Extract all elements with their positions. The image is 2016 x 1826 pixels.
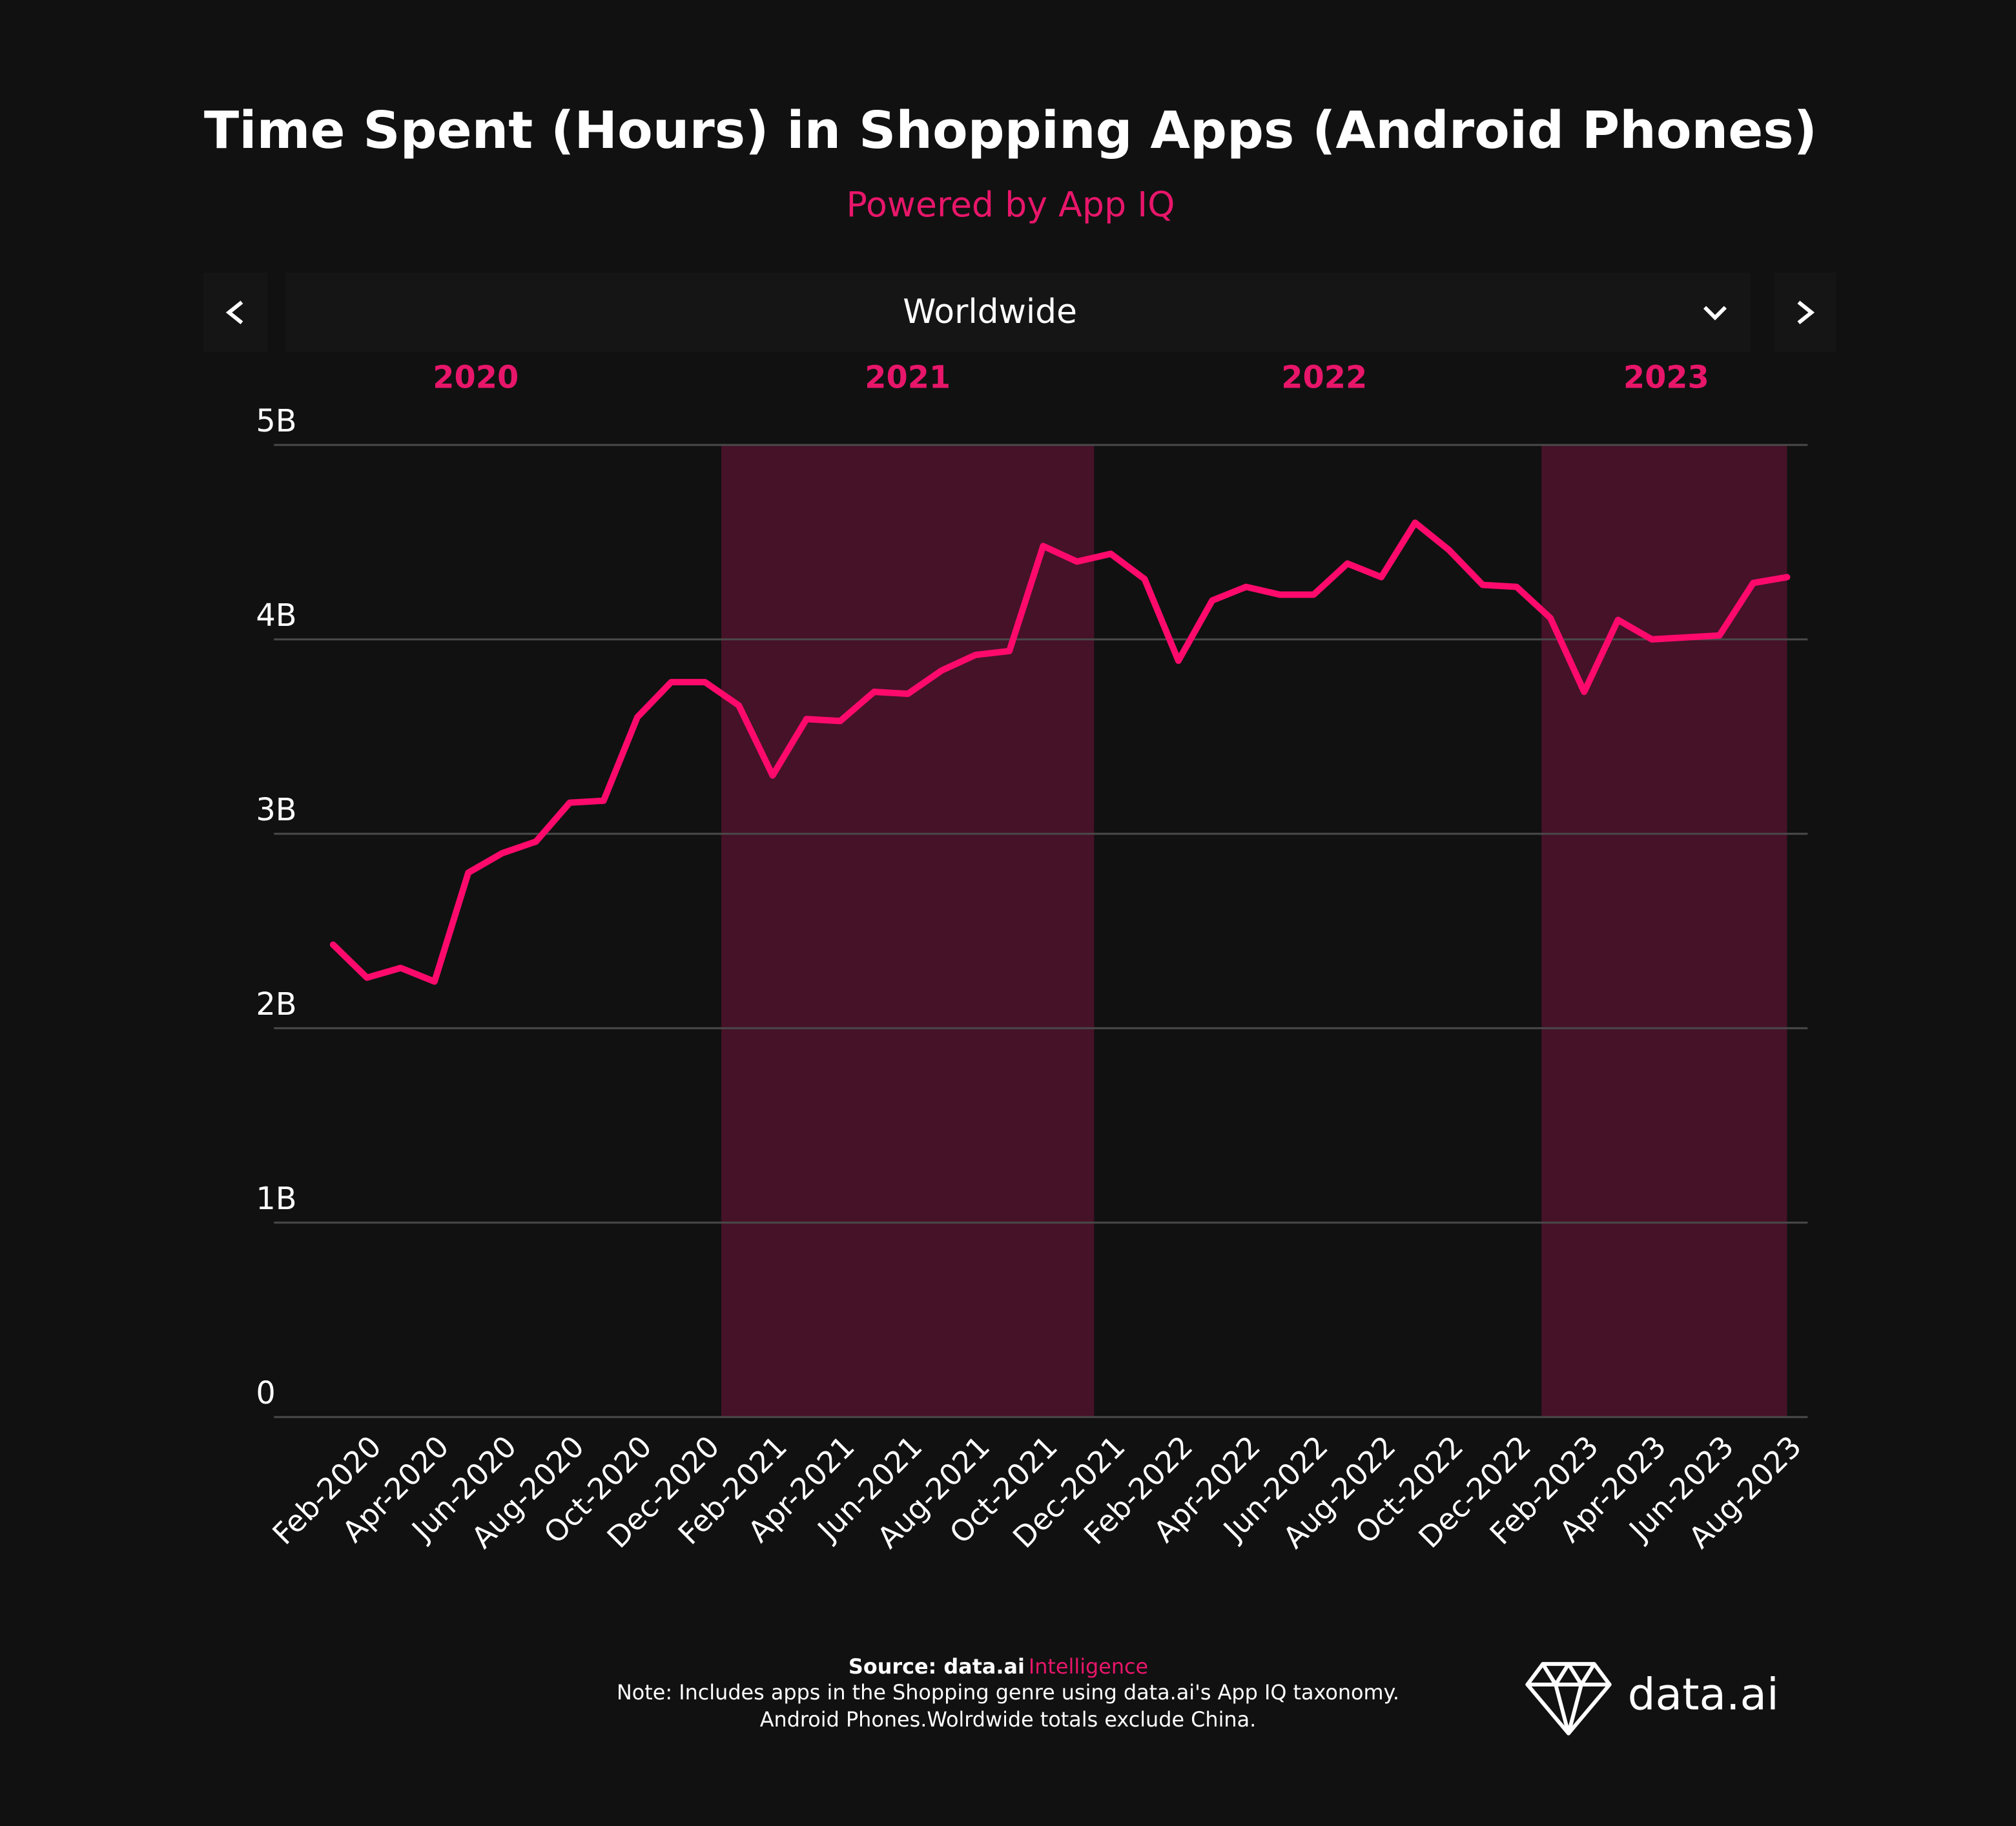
chart-title: Time Spent (Hours) in Shopping Apps (And… bbox=[204, 100, 1817, 160]
region-dropdown[interactable] bbox=[285, 273, 1751, 353]
year-band bbox=[1541, 444, 1787, 1417]
next-arrow bbox=[1797, 300, 1815, 325]
note-line: Android Phones.Wolrdwide totals exclude … bbox=[760, 1707, 1257, 1732]
region-label: Worldwide bbox=[903, 293, 1077, 331]
year-label: 2021 bbox=[865, 360, 951, 395]
year-label: 2023 bbox=[1623, 360, 1709, 395]
note-line: Note: Includes apps in the Shopping genr… bbox=[617, 1680, 1399, 1705]
prev-button[interactable] bbox=[203, 273, 268, 353]
logo-icon bbox=[1525, 1662, 1612, 1736]
y-tick-label: 0 bbox=[256, 1376, 275, 1411]
year-label: 2022 bbox=[1281, 360, 1367, 395]
source-label: Source: data.ai bbox=[849, 1654, 1025, 1679]
y-tick-label: 2B bbox=[256, 987, 296, 1022]
y-tick-label: 3B bbox=[256, 793, 296, 828]
data-line bbox=[329, 519, 1791, 985]
year-band bbox=[721, 444, 1095, 1417]
source-highlight: Intelligence bbox=[1029, 1654, 1148, 1679]
logo-text: data.ai bbox=[1628, 1668, 1779, 1719]
year-label: 2020 bbox=[433, 360, 519, 395]
next-button[interactable] bbox=[1774, 273, 1836, 353]
prev-arrow bbox=[225, 300, 243, 325]
y-tick-label: 5B bbox=[256, 404, 296, 439]
y-tick-label: 4B bbox=[256, 598, 296, 634]
y-tick-label: 1B bbox=[256, 1181, 296, 1217]
chart-subtitle: Powered by App IQ bbox=[847, 184, 1175, 225]
dropdown-caret bbox=[1703, 306, 1727, 320]
